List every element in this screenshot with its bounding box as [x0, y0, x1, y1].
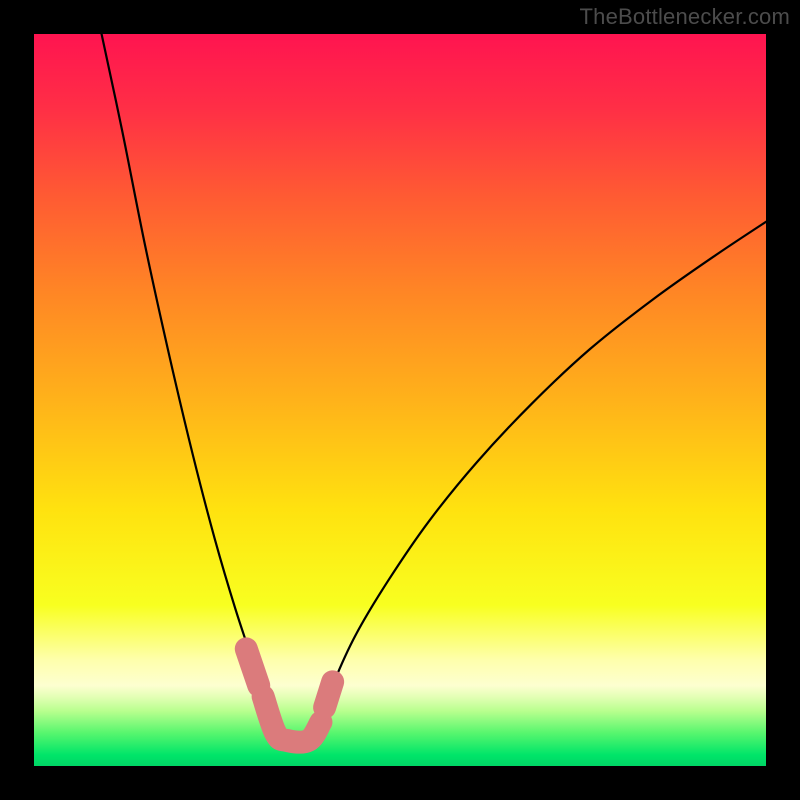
plot-background-gradient — [34, 34, 766, 766]
overlay-segment-2 — [325, 682, 333, 708]
overlay-segment-0 — [246, 649, 258, 686]
chart-container: TheBottlenecker.com — [0, 0, 800, 800]
watermark-text: TheBottlenecker.com — [580, 4, 790, 30]
bottleneck-curve-chart — [0, 0, 800, 800]
